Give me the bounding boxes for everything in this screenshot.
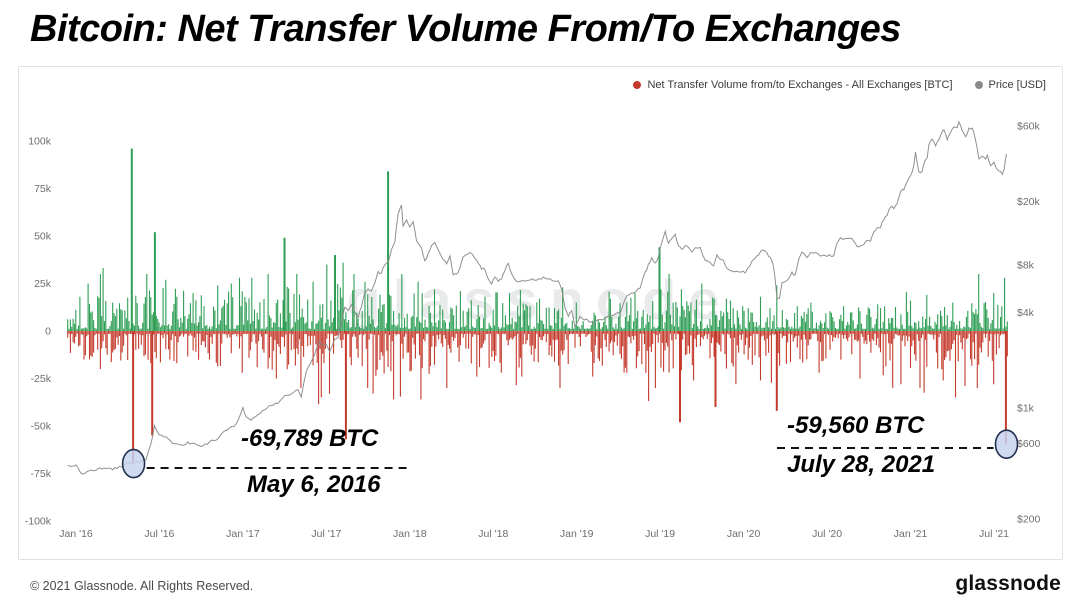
annotation-value-july-2021: -59,560 BTC: [787, 412, 925, 439]
x-axis-tick: Jan '17: [226, 528, 260, 540]
x-axis-tick: Jul '21: [979, 528, 1009, 540]
x-axis-tick: Jul '20: [812, 528, 842, 540]
legend-label-volume: Net Transfer Volume from/to Exchanges - …: [647, 79, 953, 91]
left-axis-tick: 0: [45, 326, 51, 338]
x-axis-tick: Jan '20: [727, 528, 761, 540]
left-axis-tick: 25k: [34, 278, 52, 290]
annotation-value-may-2016: -69,789 BTC: [241, 425, 379, 452]
volume-bars-positive: [67, 148, 1008, 331]
legend-label-price: Price [USD]: [988, 79, 1046, 91]
right-axis-tick: $200: [1017, 514, 1041, 526]
price-line: [67, 120, 1007, 475]
volume-bar-spike-positive: [130, 148, 661, 331]
left-axis-tick: -50k: [31, 421, 52, 433]
legend-item-net-transfer-volume[interactable]: Net Transfer Volume from/to Exchanges - …: [633, 79, 953, 91]
x-axis-tick: Jul '16: [144, 528, 174, 540]
right-axis-tick: $1k: [1017, 403, 1035, 415]
x-axis-tick: Jul '19: [645, 528, 675, 540]
left-axis-tick: -100k: [25, 516, 52, 528]
chart-canvas[interactable]: glassnode 100k 75k 50k 25k 0 -25k -50k -75k -100k…: [19, 67, 1062, 559]
footer: © 2021 Glassnode. All Rights Reserved. g…: [30, 572, 1061, 596]
x-axis-tick: Jan '18: [393, 528, 427, 540]
legend-dot-volume-icon: [633, 81, 642, 89]
chart-panel: Net Transfer Volume from/to Exchanges - …: [18, 66, 1063, 560]
x-axis-tick: Jan '21: [894, 528, 928, 540]
volume-bar-spike-negative: [132, 331, 1007, 464]
left-axis-tick: 75k: [34, 183, 52, 195]
left-axis-tick: -25k: [31, 373, 52, 385]
copyright-text: © 2021 Glassnode. All Rights Reserved.: [30, 579, 254, 593]
annotation-date-july-2021: July 28, 2021: [787, 451, 936, 478]
x-axis-tick: Jul '18: [478, 528, 508, 540]
x-axis-tick: Jan '16: [59, 528, 93, 540]
right-axis-tick: $8k: [1017, 259, 1035, 271]
right-axis-tick: $4k: [1017, 307, 1035, 319]
left-axis-tick: 100k: [28, 136, 52, 148]
page-title: Bitcoin: Net Transfer Volume From/To Exc…: [30, 8, 901, 50]
annotation-marker: [994, 429, 1019, 460]
legend-dot-price-icon: [974, 81, 983, 89]
annotation-marker: [121, 448, 146, 479]
x-axis-tick: Jul '17: [311, 528, 341, 540]
volume-bars-negative: [67, 331, 1008, 464]
legend-item-price[interactable]: Price [USD]: [974, 79, 1046, 91]
left-axis-tick: 50k: [34, 231, 52, 243]
glassnode-logo: glassnode: [955, 572, 1061, 595]
left-axis-tick: -75k: [31, 468, 52, 480]
annotation-date-may-2016: May 6, 2016: [247, 471, 381, 498]
right-axis-tick: $20k: [1017, 196, 1041, 208]
right-axis-tick: $600: [1017, 438, 1041, 450]
chart-legend: Net Transfer Volume from/to Exchanges - …: [633, 79, 1046, 91]
x-axis-tick: Jan '19: [560, 528, 594, 540]
watermark: glassnode: [347, 268, 732, 331]
right-axis-tick: $60k: [1017, 121, 1041, 133]
